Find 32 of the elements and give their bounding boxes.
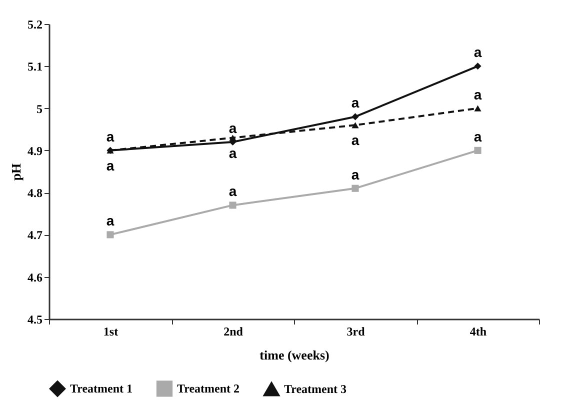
annotation: a <box>474 86 482 102</box>
annotation: a <box>351 132 360 148</box>
y-tick-label: 4.5 <box>28 312 42 326</box>
x-tick-label: 1st <box>103 324 118 338</box>
y-tick-label: 5 <box>36 102 42 116</box>
annotation: a <box>351 94 360 111</box>
y-tick-label: 5.1 <box>28 60 42 74</box>
x-tick-label: 2nd <box>224 324 244 338</box>
x-tick-label: 3rd <box>346 324 366 338</box>
y-tick-label: 4.9 <box>28 144 42 158</box>
annotation: a <box>106 128 114 144</box>
legend-label: Treatment 2 <box>177 382 240 396</box>
x-tick-label: 4th <box>470 324 487 338</box>
y-tick-label: 4.8 <box>28 186 42 200</box>
y-tick-label: 4.6 <box>28 270 42 284</box>
point <box>106 231 114 238</box>
x-axis-title: time (weeks) <box>260 348 330 362</box>
legend-label: Treatment 3 <box>284 382 347 396</box>
point <box>474 105 482 112</box>
annotation: a <box>228 120 237 136</box>
annotation: a <box>474 128 482 144</box>
annotation: a <box>351 166 360 182</box>
annotation: a <box>228 183 237 200</box>
annotation: a <box>106 212 114 229</box>
y-tick-label: 4.7 <box>28 228 42 242</box>
y-axis-title: pH <box>8 163 24 181</box>
y-tick-label: 5.2 <box>28 18 42 32</box>
annotation: a <box>228 144 237 161</box>
point <box>474 146 482 154</box>
legend-label: Treatment 1 <box>70 382 133 396</box>
annotation: a <box>106 157 114 174</box>
annotation: a <box>474 44 482 60</box>
